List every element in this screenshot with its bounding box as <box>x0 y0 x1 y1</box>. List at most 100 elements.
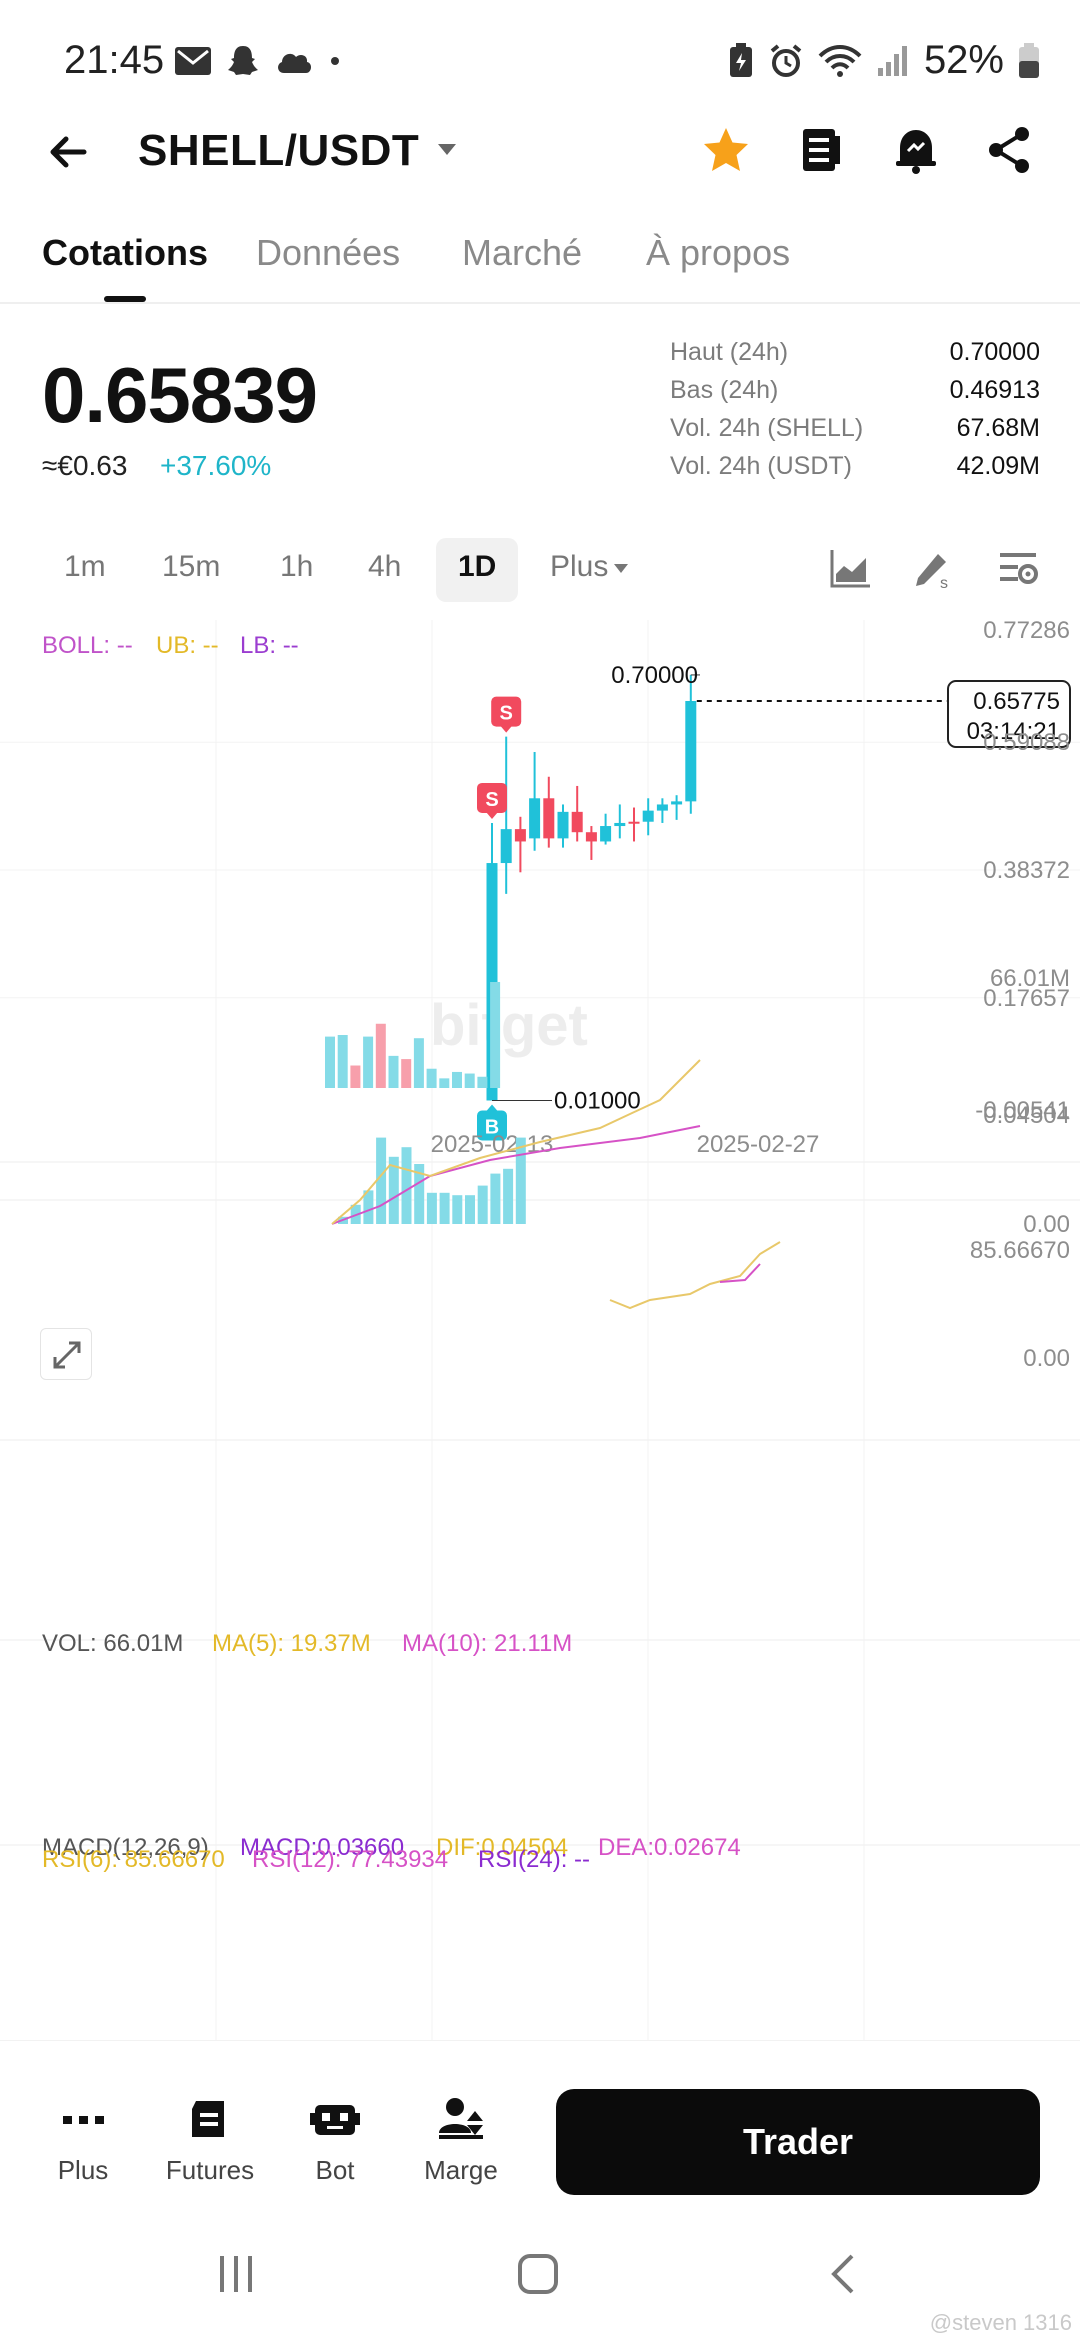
tab-donnees[interactable]: Données <box>256 232 401 273</box>
dea-line <box>331 1125 701 1225</box>
battery-saver-icon <box>729 42 752 77</box>
tab-bar: Cotations Données Marché À propos <box>0 224 1080 304</box>
timeframe-15m[interactable]: 15m <box>162 550 221 583</box>
timeframe-4h[interactable]: 4h <box>368 550 402 583</box>
timeframe-1h[interactable]: 1h <box>280 550 314 583</box>
chart-area[interactable]: bitget 0.70000 0.01000 0.65775 03:14:21 S S B … <box>0 617 1080 2040</box>
macd-axis-tick: 0.04504 <box>983 1102 1070 1129</box>
vol-label: VOL: 66.01M <box>42 1630 184 1657</box>
bottom-action-bar: Plus Futures Bot Marge Trader <box>0 2040 1080 2210</box>
dot-icon <box>331 57 339 65</box>
tab-a-propos[interactable]: À propos <box>646 232 791 273</box>
macd-name-label: MACD(12,26,9) <box>42 1834 209 1861</box>
system-navigation-bar: @steven 1316 <box>0 2210 1080 2340</box>
macd-histogram-bar <box>401 1147 412 1224</box>
drawing-tool-icon[interactable]: s <box>910 544 958 592</box>
wifi-icon <box>818 44 862 77</box>
low-marker-label: 0.01000 <box>554 1087 641 1114</box>
notification-icons <box>174 44 342 78</box>
volume-bar <box>337 1035 348 1088</box>
volume-bar <box>363 1036 374 1088</box>
macd-histogram-bar <box>426 1192 437 1224</box>
stat-row-vol-quote: Vol. 24h (USDT) 42.09M <box>670 452 1040 490</box>
candle-body <box>685 700 697 802</box>
candle-body <box>571 811 583 833</box>
volume-bar <box>375 1023 386 1088</box>
rsi6-label: RSI(6): 85.66670 <box>42 1846 225 1873</box>
timeframe-1m[interactable]: 1m <box>64 550 106 583</box>
pair-title[interactable]: SHELL/USDT <box>138 126 420 175</box>
macd-histogram-bar <box>515 1137 526 1224</box>
fullscreen-button[interactable] <box>40 1328 92 1380</box>
candle-body <box>614 822 626 827</box>
trade-marker-pointer <box>500 725 513 733</box>
chart-type-icon[interactable] <box>826 544 874 592</box>
macd-value-label: MACD:0.03660 <box>240 1834 405 1861</box>
star-icon[interactable] <box>700 124 752 176</box>
app-header: SHELL/USDT <box>0 120 1080 184</box>
rsi-axis-tick: 85.66670 <box>970 1237 1070 1264</box>
share-icon[interactable] <box>984 124 1036 176</box>
volume-bar <box>439 1078 450 1088</box>
current-price-box <box>947 679 1071 748</box>
macd-histogram-bar <box>376 1137 387 1224</box>
macd-histogram-bar <box>490 1173 501 1224</box>
watermark-text: @steven 1316 <box>929 2310 1072 2335</box>
volume-bar <box>413 1038 424 1088</box>
dif-label: DIF:0.04504 <box>436 1834 569 1861</box>
timeframe-1d[interactable]: 1D <box>458 550 497 583</box>
alarm-icon <box>770 43 802 77</box>
macd-histogram-bar <box>503 1168 514 1224</box>
rsi6-line <box>609 1241 781 1310</box>
macd-histogram-bar <box>477 1185 488 1224</box>
nav-label: Marge <box>424 2155 498 2185</box>
tab-cotations[interactable]: Cotations <box>42 232 208 273</box>
chevron-down-icon[interactable] <box>438 144 456 155</box>
vol-ma5-label: MA(5): 19.37M <box>212 1630 371 1657</box>
nav-plus[interactable]: Plus <box>28 2091 138 2186</box>
rsi12-line <box>719 1263 761 1283</box>
back-arrow-icon[interactable] <box>44 128 92 176</box>
candle-body <box>628 821 640 824</box>
candle-body <box>656 804 668 811</box>
rsi12-label: RSI(12): 77.43934 <box>252 1846 449 1873</box>
countdown-label: 03:14:21 <box>967 718 1060 745</box>
nav-futures[interactable]: Futures <box>155 2091 265 2186</box>
tab-marche[interactable]: Marché <box>462 232 583 273</box>
price-axis-tick: -0.00541 <box>975 1097 1070 1124</box>
dif-line <box>331 1059 701 1225</box>
candle-body <box>585 832 597 842</box>
system-icons: 52% <box>728 38 1040 83</box>
macd-histogram-bar <box>414 1164 425 1224</box>
timeframe-more[interactable]: Plus <box>550 550 629 584</box>
nav-marge[interactable]: Marge <box>406 2091 516 2186</box>
rsi-axis-tick: 0.00 <box>1023 1345 1070 1372</box>
macd-histogram-bar <box>439 1192 450 1224</box>
mail-icon <box>175 47 211 75</box>
price-alert-icon[interactable] <box>890 124 942 176</box>
macd-histogram-bar <box>363 1190 374 1224</box>
last-price: 0.65839 <box>42 351 318 439</box>
home-icon[interactable] <box>516 2252 560 2296</box>
trade-marker-label: B <box>485 1116 499 1138</box>
svg-text:s: s <box>940 575 948 592</box>
timeframe-bar: 1m 15m 1h 4h 1D Plus s <box>0 536 1080 604</box>
boll-ub-label: UB: -- <box>156 632 219 659</box>
nav-label: Plus <box>57 2155 109 2185</box>
candle-body <box>500 829 512 864</box>
candle-body <box>486 863 498 1101</box>
back-nav-icon[interactable] <box>822 2252 866 2296</box>
order-book-icon[interactable] <box>794 124 846 176</box>
price-chart[interactable]: bitget 0.700000.010000.6577503:14:21SSB … <box>0 617 1080 2040</box>
recent-apps-icon[interactable] <box>214 2252 258 2296</box>
stat-label: Vol. 24h (SHELL) <box>670 414 864 442</box>
timeframe-more-label: Plus <box>550 550 609 583</box>
robot-icon <box>310 2105 360 2135</box>
chart-settings-icon[interactable] <box>994 544 1042 592</box>
active-timeframe-bg <box>436 538 518 602</box>
candle-body <box>642 810 654 822</box>
nav-bot[interactable]: Bot <box>280 2091 390 2186</box>
trade-button[interactable]: Trader <box>556 2089 1040 2195</box>
trade-marker-badge <box>477 1110 507 1141</box>
trade-marker-label: S <box>500 703 513 725</box>
